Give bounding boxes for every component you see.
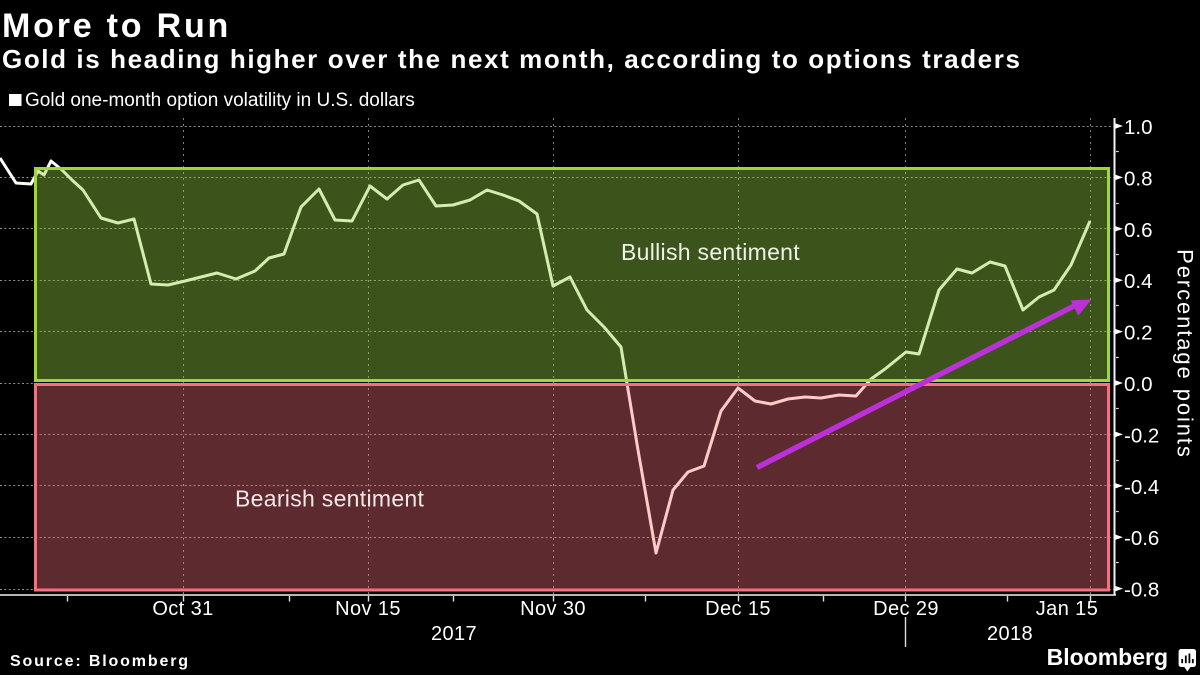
svg-text:Dec 29: Dec 29 <box>873 598 939 620</box>
svg-text:Jan 15: Jan 15 <box>1036 598 1098 620</box>
svg-text:Source: Bloomberg: Source: Bloomberg <box>10 653 190 670</box>
svg-text:Bearish sentiment: Bearish sentiment <box>235 486 424 512</box>
svg-text:Nov 30: Nov 30 <box>520 598 586 620</box>
svg-text:Oct 31: Oct 31 <box>152 598 213 620</box>
svg-text:Gold one-month option volatili: Gold one-month option volatility in U.S.… <box>25 90 415 111</box>
svg-text:0.0: 0.0 <box>1124 373 1153 396</box>
svg-text:-0.2: -0.2 <box>1124 424 1159 447</box>
svg-text:Dec 15: Dec 15 <box>705 598 771 620</box>
svg-text:-0.6: -0.6 <box>1124 527 1159 550</box>
svg-text:-0.4: -0.4 <box>1124 476 1159 499</box>
svg-text:Gold is heading higher over th: Gold is heading higher over the next mon… <box>2 44 1022 74</box>
svg-text:Nov 15: Nov 15 <box>335 598 401 620</box>
svg-text:0.2: 0.2 <box>1124 322 1153 345</box>
svg-text:Bloomberg: Bloomberg <box>1047 644 1168 670</box>
svg-text:0.6: 0.6 <box>1124 219 1153 242</box>
svg-text:2017: 2017 <box>431 623 477 645</box>
svg-text:1.0: 1.0 <box>1124 116 1153 139</box>
svg-text:Percentage points: Percentage points <box>1173 249 1198 459</box>
svg-text:0.4: 0.4 <box>1124 270 1153 293</box>
svg-text:More to Run: More to Run <box>2 7 231 45</box>
svg-text:2018: 2018 <box>987 623 1033 645</box>
svg-text:0.8: 0.8 <box>1124 167 1153 190</box>
svg-text:-0.8: -0.8 <box>1124 579 1159 602</box>
svg-text:Bullish sentiment: Bullish sentiment <box>621 239 800 265</box>
